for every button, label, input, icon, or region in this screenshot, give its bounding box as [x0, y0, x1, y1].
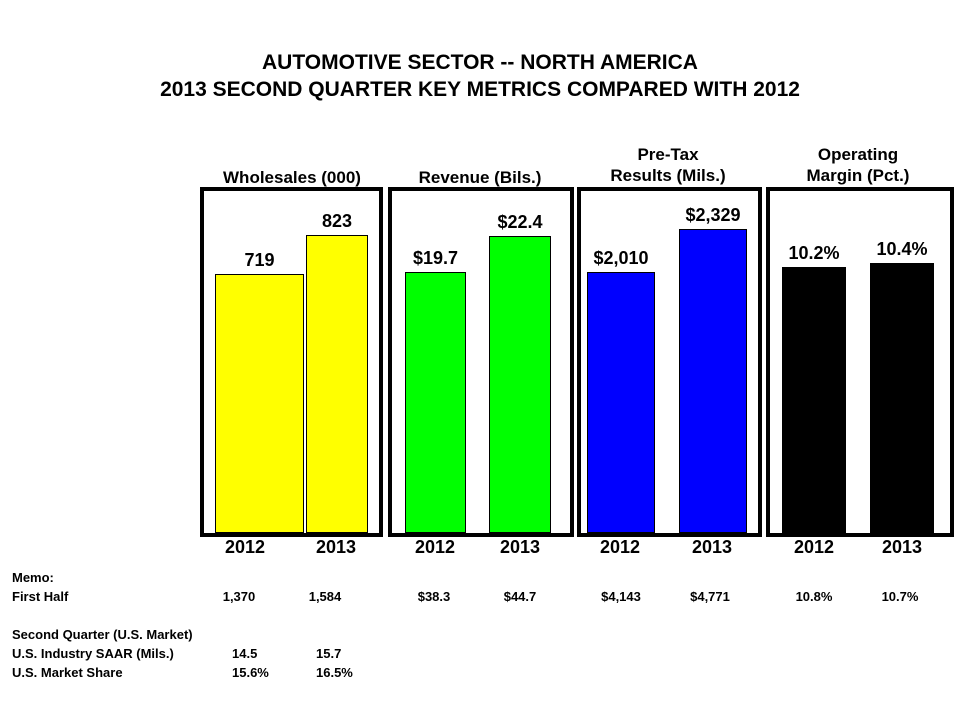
- panel-title-pretax: Pre-Tax Results (Mils.): [572, 144, 764, 186]
- data-label: $2,329: [685, 205, 741, 225]
- bar-pre-tax-results-mils-2013: [679, 229, 747, 533]
- panel-title-line: Margin (Pct.): [806, 166, 910, 185]
- chart-subtitle: 2013 SECOND QUARTER KEY METRICS COMPARED…: [160, 78, 800, 101]
- memo-first-half-label: First Half: [12, 589, 69, 604]
- memo-first-half-value: $44.7: [503, 589, 537, 604]
- chart-title: AUTOMOTIVE SECTOR -- NORTH AMERICA: [262, 51, 698, 74]
- x-tick-label: 2012: [414, 537, 456, 557]
- data-label: 823: [321, 211, 353, 231]
- x-tick-label: 2012: [224, 537, 266, 557]
- memo-market-share-value: 16.5%: [316, 665, 353, 680]
- panel-title-wholesales: Wholesales (000): [196, 167, 388, 188]
- bar-wholesales-000-2013: [306, 235, 368, 533]
- memo-first-half-value: $4,143: [601, 589, 641, 604]
- data-label: $22.4: [497, 212, 543, 232]
- memo-first-half-value: 10.8%: [795, 589, 833, 604]
- panel-title-line: Revenue (Bils.): [418, 168, 542, 187]
- data-label: 10.4%: [876, 239, 928, 259]
- memo-saar-label: U.S. Industry SAAR (Mils.): [12, 646, 174, 661]
- memo-first-half-value: $38.3: [417, 589, 451, 604]
- panel-margin: 10.2% 10.4%: [766, 187, 954, 537]
- x-tick-label: 2013: [691, 537, 733, 557]
- memo-first-half-value: 1,584: [308, 589, 342, 604]
- bar-wholesales-000-2012: [215, 274, 304, 533]
- memo-first-half-value: 10.7%: [881, 589, 919, 604]
- panel-title-margin: Operating Margin (Pct.): [762, 144, 954, 186]
- panel-revenue: $19.7 $22.4: [388, 187, 574, 537]
- x-tick-label: 2013: [315, 537, 357, 557]
- bar-operating-margin-pct-2012: [782, 267, 846, 533]
- memo-second-quarter-heading: Second Quarter (U.S. Market): [12, 627, 193, 642]
- memo-market-share-label: U.S. Market Share: [12, 665, 123, 680]
- bar-revenue-bils-2013: [489, 236, 551, 533]
- panel-title-line: Results (Mils.): [610, 166, 726, 185]
- data-label: 719: [244, 250, 275, 270]
- panel-title-revenue: Revenue (Bils.): [384, 167, 576, 188]
- panel-title-line: Wholesales (000): [223, 168, 361, 187]
- memo-first-half-value: $4,771: [690, 589, 730, 604]
- x-tick-label: 2013: [881, 537, 923, 557]
- bar-operating-margin-pct-2013: [870, 263, 934, 533]
- x-tick-label: 2013: [499, 537, 541, 557]
- data-label: 10.2%: [788, 243, 840, 263]
- panel-pretax: $2,010 $2,329: [577, 187, 762, 537]
- memo-market-share-value: 15.6%: [232, 665, 269, 680]
- panel-title-line: Operating: [817, 145, 899, 164]
- memo-first-half-value: 1,370: [222, 589, 256, 604]
- panel-wholesales: 719 823: [200, 187, 383, 537]
- memo-saar-value: 15.7: [316, 646, 342, 661]
- data-label: $19.7: [412, 248, 459, 268]
- memo-saar-value: 14.5: [232, 646, 258, 661]
- bar-revenue-bils-2012: [405, 272, 466, 533]
- memo-heading: Memo:: [12, 570, 54, 585]
- x-tick-label: 2012: [793, 537, 835, 557]
- x-tick-label: 2012: [599, 537, 641, 557]
- panel-title-line: Pre-Tax: [637, 145, 699, 164]
- bar-pre-tax-results-mils-2012: [587, 272, 655, 533]
- data-label: $2,010: [593, 248, 649, 268]
